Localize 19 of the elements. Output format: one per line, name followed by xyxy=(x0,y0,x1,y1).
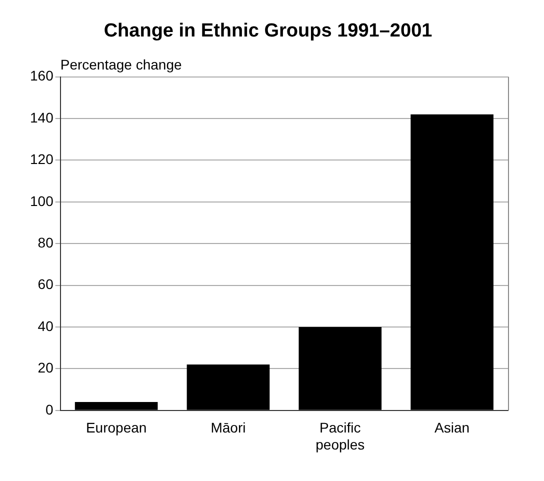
y-tick-label: 40 xyxy=(38,318,54,334)
bar xyxy=(410,114,494,410)
x-tick-label: Pacific peoples xyxy=(316,420,365,452)
y-tick-label: 120 xyxy=(30,151,54,168)
y-axis-title: Percentage change xyxy=(60,56,182,73)
y-tick-label: 100 xyxy=(30,192,54,209)
y-tick-label: 20 xyxy=(38,360,54,376)
bar xyxy=(74,402,158,410)
y-tick-label: 160 xyxy=(30,68,54,84)
y-tick-label: 140 xyxy=(30,109,54,126)
chart-title: Change in Ethnic Groups 1991–2001 xyxy=(104,20,433,42)
y-tick-label: 60 xyxy=(38,276,54,292)
x-tick-label: Asian xyxy=(434,420,470,436)
x-tick-label: Māori xyxy=(210,420,246,436)
y-tick-label: 0 xyxy=(46,401,54,418)
bar xyxy=(298,327,382,410)
y-tick-label: 80 xyxy=(38,234,54,250)
bar xyxy=(186,364,270,410)
x-tick-label: European xyxy=(86,420,147,436)
